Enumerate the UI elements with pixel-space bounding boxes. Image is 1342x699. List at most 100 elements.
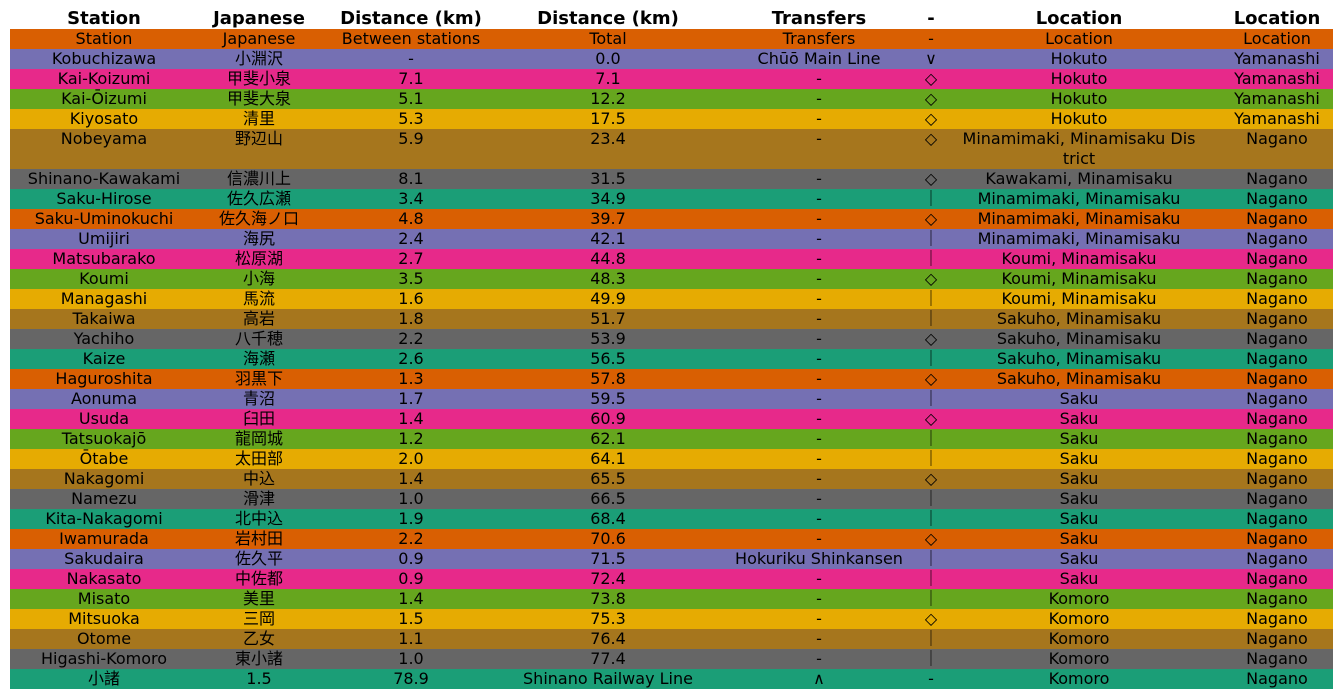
table-cell-japanese: 清里 <box>242 109 275 128</box>
table-cell-station: Namezu <box>71 489 137 508</box>
table-row: Kiyosato 清里 5.3 17.5 - ◇ Hokuto Yamanashi <box>10 109 1333 129</box>
table-cell-location-city: Hokuto <box>1050 109 1108 128</box>
table-cell-distance-total: 57.8 <box>590 369 626 388</box>
table-row: Aonuma 青沼 1.7 59.5 - ｜ Saku Nagano <box>10 389 1333 409</box>
table-cell-distance-between: 1.6 <box>398 289 424 308</box>
table-cell-japanese: 太田部 <box>234 449 283 468</box>
table-cell-location-city: Saku <box>1059 509 1099 528</box>
table-row: Ōtabe 太田部 2.0 64.1 - ｜ Saku Nagano <box>10 449 1333 469</box>
table-cell-distance-between: 4.8 <box>398 209 424 228</box>
table-row: Yachiho 八千穂 2.2 53.9 - ◇ Sakuho, Minamisaku Nag… <box>10 329 1333 349</box>
table-cell-marker: ◇ <box>924 269 938 288</box>
table-row: Saku-Uminokuchi 佐久海ノ口 4.8 39.7 - ◇ Minamimaki,… <box>10 209 1333 229</box>
table-cell-location-city: Koumi, Minamisaku <box>1001 289 1157 308</box>
table-cell-marker: ◇ <box>924 209 938 228</box>
table-cell-japanese: 岩村田 <box>234 529 283 548</box>
table-cell-japanese: 佐久広瀬 <box>226 189 291 208</box>
table-cell-distance-total: 59.5 <box>590 389 626 408</box>
table-row: Misato 美里 1.4 73.8 - ｜ Komoro Nagano <box>10 589 1333 609</box>
column-header-distance-between: Distance (km) <box>340 8 482 29</box>
table-cell-distance-total: 39.7 <box>590 209 626 228</box>
table-cell-transfers: - <box>816 389 822 408</box>
table-cell-japanese: 滑津 <box>242 489 275 508</box>
table-cell-marker: ◇ <box>924 469 938 488</box>
table-cell-distance-between: 5.3 <box>398 109 424 128</box>
table-cell-location-prefecture: Nagano <box>1246 369 1308 388</box>
table-cell-location-city: Komoro <box>1048 669 1110 688</box>
table-cell-station: Station <box>75 29 133 48</box>
table-cell-marker: ｜ <box>922 649 939 668</box>
table-cell-marker: ◇ <box>924 89 938 108</box>
table-cell-location-city: Minamimaki, Minamisaku District <box>962 129 1196 168</box>
table-cell-station: Kiyosato <box>69 109 139 128</box>
table-row: Matsubarako 松原湖 2.7 44.8 - ｜ Koumi, Minamisaku… <box>10 249 1333 269</box>
table-cell-japanese: 甲斐小泉 <box>226 69 291 88</box>
table-cell-transfers: - <box>816 509 822 528</box>
table-cell-station: Umijiri <box>78 229 130 248</box>
table-cell-japanese: 中佐都 <box>234 569 283 588</box>
table-cell-distance-total: 7.1 <box>595 69 621 88</box>
table-cell-marker: ◇ <box>924 329 938 348</box>
table-row: Higashi-Komoro 東小諸 1.0 77.4 - ｜ Komoro Nagano <box>10 649 1333 669</box>
table-cell-distance-total: 77.4 <box>590 649 626 668</box>
table-cell-marker: ◇ <box>924 609 938 628</box>
table-cell-marker: ◇ <box>924 409 938 428</box>
table-cell-distance-total: 76.4 <box>590 629 626 648</box>
table-cell-station: Misato <box>77 589 131 608</box>
table-cell-location-prefecture: Nagano <box>1246 249 1308 268</box>
table-cell-location-city: Komoro <box>1048 589 1110 608</box>
table-cell-japanese: 佐久平 <box>234 549 283 568</box>
table-cell-japanese: 小海 <box>242 269 275 288</box>
table-cell-station: 小諸 <box>87 669 120 688</box>
table-cell-location-prefecture: Nagano <box>1246 189 1308 208</box>
table-cell-marker: ｜ <box>922 249 939 268</box>
table-cell-location-prefecture: Nagano <box>1246 469 1308 488</box>
table-cell-distance-between: 1.4 <box>398 589 424 608</box>
table-cell-location-prefecture: Nagano <box>1246 449 1308 468</box>
table-cell-station: Ōtabe <box>79 449 129 468</box>
table-cell-location-prefecture: Yamanashi <box>1234 49 1320 68</box>
table-cell-location-city: Koumi, Minamisaku <box>1001 269 1157 288</box>
table-cell-distance-between: 1.8 <box>398 309 424 328</box>
table-cell-distance-between: 8.1 <box>398 169 424 188</box>
table-row: Nakasato 中佐都 0.9 72.4 - ｜ Saku Nagano <box>10 569 1333 589</box>
table-cell-station: Usuda <box>78 409 130 428</box>
table-cell-japanese: 乙女 <box>242 629 275 648</box>
table-cell-japanese: 小淵沢 <box>234 49 283 68</box>
table-cell-transfers: - <box>816 209 822 228</box>
table-cell-transfers: Transfers <box>782 29 856 48</box>
table-cell-station: Kobuchizawa <box>51 49 157 68</box>
table-cell-distance-total: 44.8 <box>590 249 626 268</box>
table-cell-transfers: - <box>816 329 822 348</box>
column-header-transfers: Transfers <box>771 8 867 29</box>
table-cell-japanese: 甲斐大泉 <box>226 89 291 108</box>
table-cell-station: Haguroshita <box>55 369 153 388</box>
table-cell-japanese: 馬流 <box>242 289 275 308</box>
table-cell-distance-between: 7.1 <box>398 69 424 88</box>
table-cell-station: Higashi-Komoro <box>40 649 167 668</box>
table-cell-station: Aonuma <box>70 389 138 408</box>
table-cell-distance-between: 2.2 <box>398 329 424 348</box>
table-cell-marker: ◇ <box>924 169 938 188</box>
table-cell-transfers: - <box>816 429 822 448</box>
table-cell-distance-between: 78.9 <box>393 669 429 688</box>
table-row: Kita-Nakagomi 北中込 1.9 68.4 - ｜ Saku Nagano <box>10 509 1333 529</box>
table-cell-location-prefecture: Nagano <box>1246 669 1308 688</box>
table-cell-marker: ｜ <box>922 629 939 648</box>
table-cell-marker: ∨ <box>925 49 937 68</box>
table-cell-location-prefecture: Nagano <box>1246 629 1308 648</box>
table-cell-distance-between: 2.2 <box>398 529 424 548</box>
table-cell-distance-total: 75.3 <box>590 609 626 628</box>
table-cell-location-city: Saku <box>1059 549 1099 568</box>
table-cell-japanese: 松原湖 <box>234 249 283 268</box>
table-cell-distance-total: 17.5 <box>590 109 626 128</box>
table-cell-location-city: Komoro <box>1048 629 1110 648</box>
table-cell-japanese: 八千穂 <box>234 329 283 348</box>
table-cell-distance-total: Total <box>589 29 627 48</box>
table-cell-distance-between: 1.9 <box>398 509 424 528</box>
table-cell-transfers: - <box>816 89 822 108</box>
table-cell-station: Nakagomi <box>63 469 145 488</box>
table-cell-location-city: Minamimaki, Minamisaku <box>977 189 1181 208</box>
table-cell-location-prefecture: Nagano <box>1246 569 1308 588</box>
table-cell-station: Nakasato <box>66 569 142 588</box>
